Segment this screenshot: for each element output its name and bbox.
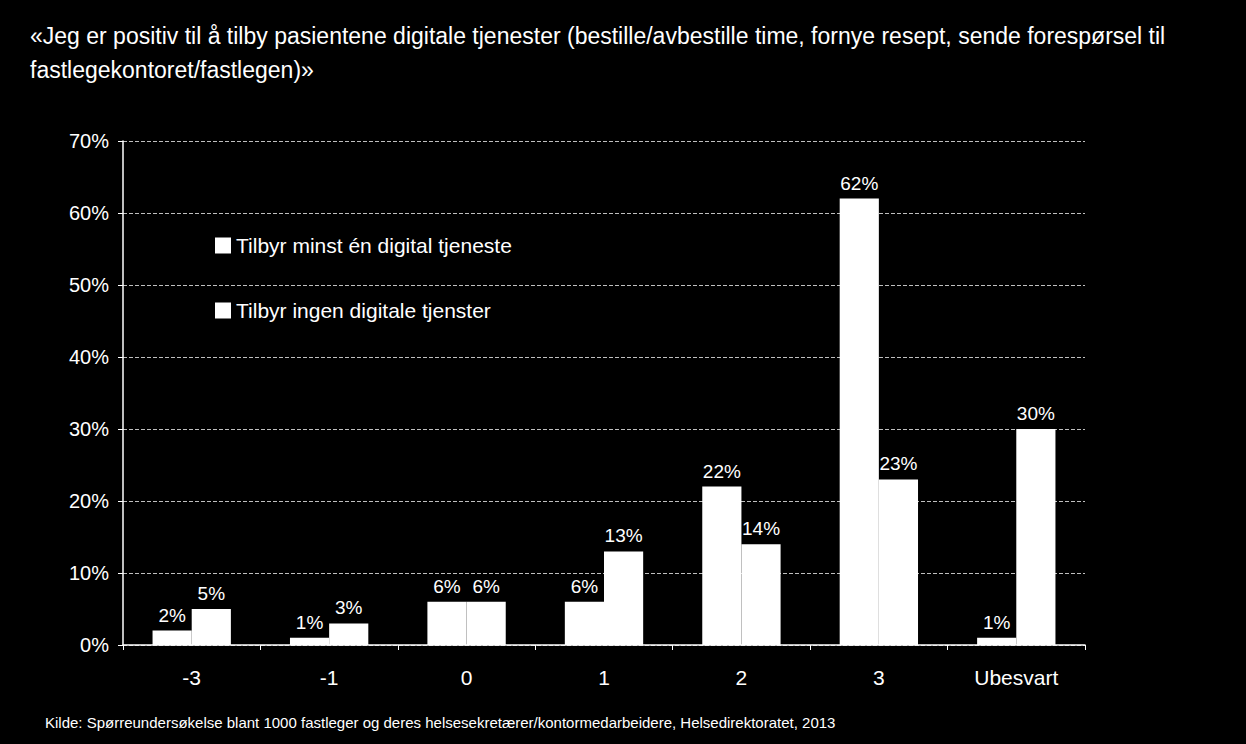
svg-text:50%: 50%: [69, 274, 109, 296]
svg-text:10%: 10%: [69, 562, 109, 584]
svg-text:3: 3: [873, 666, 885, 689]
svg-text:Ubesvart: Ubesvart: [974, 666, 1058, 689]
svg-text:1: 1: [598, 666, 610, 689]
svg-text:6%: 6%: [433, 576, 461, 597]
svg-text:6%: 6%: [472, 576, 500, 597]
svg-text:13%: 13%: [605, 525, 643, 546]
svg-text:30%: 30%: [1017, 403, 1055, 424]
svg-text:3%: 3%: [335, 597, 363, 618]
svg-text:2: 2: [736, 666, 748, 689]
svg-text:1%: 1%: [296, 612, 324, 633]
svg-text:30%: 30%: [69, 418, 109, 440]
svg-text:Kilde: Spørreundersøkelse blan: Kilde: Spørreundersøkelse blant 1000 fas…: [45, 714, 835, 731]
svg-text:«Jeg er positiv til å tilby pa: «Jeg er positiv til å tilby pasientene d…: [30, 23, 1172, 49]
svg-text:Tilbyr minst én digital tjenes: Tilbyr minst én digital tjeneste: [236, 234, 512, 257]
svg-text:40%: 40%: [69, 346, 109, 368]
svg-text:Tilbyr ingen digitale tjenster: Tilbyr ingen digitale tjenster: [236, 299, 491, 322]
svg-text:0%: 0%: [80, 634, 109, 656]
svg-text:6%: 6%: [571, 576, 599, 597]
svg-text:20%: 20%: [69, 490, 109, 512]
svg-text:-1: -1: [320, 666, 339, 689]
svg-text:23%: 23%: [879, 453, 917, 474]
svg-text:14%: 14%: [742, 518, 780, 539]
svg-text:0: 0: [461, 666, 473, 689]
svg-text:1%: 1%: [983, 612, 1011, 633]
svg-text:fastlegekontoret/fastlegen)»: fastlegekontoret/fastlegen)»: [30, 57, 314, 83]
svg-text:70%: 70%: [69, 130, 109, 152]
svg-text:5%: 5%: [198, 583, 226, 604]
svg-text:22%: 22%: [703, 461, 741, 482]
svg-text:-3: -3: [182, 666, 201, 689]
svg-text:60%: 60%: [69, 202, 109, 224]
svg-text:2%: 2%: [158, 605, 186, 626]
svg-text:62%: 62%: [840, 173, 878, 194]
